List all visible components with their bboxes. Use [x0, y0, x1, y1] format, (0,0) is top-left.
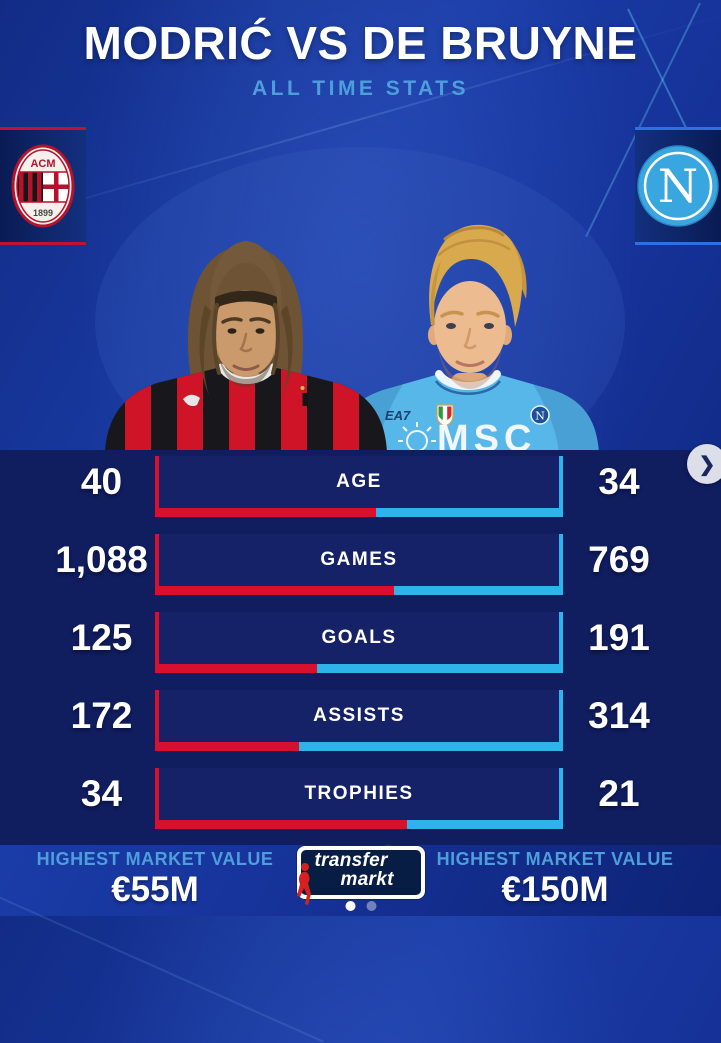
stat-center: TROPHIES — [155, 768, 563, 829]
stat-center: GOALS — [155, 612, 563, 673]
kit-brand-text: EA7 — [385, 408, 411, 423]
stat-value-left: 125 — [70, 617, 133, 658]
stat-center: ASSISTS — [155, 690, 563, 751]
stat-label-box: AGE — [155, 456, 563, 508]
transfermarkt-logo-text: transfer markt — [300, 850, 421, 895]
carousel-dot-1[interactable] — [345, 901, 355, 911]
transfermarkt-logo: transfer markt — [296, 846, 425, 905]
stat-row-age: 40 AGE 34 — [0, 456, 721, 517]
stat-label-box: GAMES — [155, 534, 563, 586]
stat-center: AGE — [155, 456, 563, 517]
transfermarkt-line2: markt — [340, 868, 394, 890]
stat-label: ASSISTS — [313, 705, 405, 726]
carousel-dot-2[interactable] — [366, 901, 376, 911]
stat-label-box: GOALS — [155, 612, 563, 664]
svg-text:N: N — [535, 410, 545, 423]
milan-club-panel: ACM 1899 — [0, 127, 86, 245]
stat-bar-right-segment — [299, 742, 563, 751]
stat-bar-right-segment — [316, 664, 563, 673]
stats-section: 40 AGE 34 1,088 GAMES 769 125 GOALS 191 172 ASSIST… — [0, 450, 721, 845]
milan-kit-badge-icon — [297, 386, 308, 406]
stat-bar-right-segment — [394, 586, 563, 595]
stat-value-right: 21 — [598, 773, 640, 814]
players-photo: EA7 N MSC — [95, 147, 625, 452]
napoli-badge-icon: N — [637, 145, 719, 227]
napoli-club-panel: N — [635, 127, 721, 245]
header: MODRIĆ VS DE BRUYNE ALL TIME STATS — [0, 16, 721, 101]
milan-badge-acronym: ACM — [30, 158, 55, 170]
stat-bar-right-segment — [375, 508, 563, 517]
stat-value-left: 34 — [80, 773, 123, 814]
stat-row-goals: 125 GOALS 191 — [0, 612, 721, 673]
puma-logo-icon — [183, 394, 200, 407]
page-title: MODRIĆ VS DE BRUYNE — [83, 17, 638, 69]
carousel-dots — [345, 901, 376, 911]
stat-label-box: ASSISTS — [155, 690, 563, 742]
stat-bar — [155, 664, 563, 673]
stat-row-assists: 172 ASSISTS 314 — [0, 690, 721, 751]
stat-value-right: 769 — [588, 539, 650, 580]
stat-bar — [155, 820, 563, 829]
napoli-kit-badge-icon: N — [530, 405, 550, 425]
stat-value-left: 40 — [80, 461, 123, 502]
stat-row-trophies: 34 TROPHIES 21 — [0, 768, 721, 829]
stat-label: AGE — [336, 471, 382, 492]
stat-value-right: 34 — [598, 461, 640, 502]
market-value-label-right: HIGHEST MARKET VALUE — [436, 849, 674, 869]
stat-bar-left-segment — [155, 508, 376, 517]
footer: HIGHEST MARKET VALUE €55M HIGHEST MARKET… — [0, 845, 721, 916]
transfermarkt-player-icon — [296, 863, 311, 905]
stat-value-right: 314 — [588, 695, 650, 736]
kit-sponsor-text: MSC — [437, 418, 536, 452]
market-value-right: HIGHEST MARKET VALUE €150M — [400, 849, 710, 910]
stat-bar-right-segment — [407, 820, 563, 829]
market-value-label-left: HIGHEST MARKET VALUE — [36, 849, 274, 869]
scudetto-badge-icon — [436, 404, 454, 427]
stat-bar — [155, 508, 563, 517]
stat-label-box: TROPHIES — [155, 768, 563, 820]
stat-row-games: 1,088 GAMES 769 — [0, 534, 721, 595]
milan-badge-year: 1899 — [33, 208, 53, 218]
page-subtitle: ALL TIME STATS — [252, 77, 469, 100]
next-arrow-button[interactable]: ❯ — [687, 444, 721, 484]
stat-label: TROPHIES — [304, 783, 414, 804]
stat-bar-left-segment — [155, 820, 408, 829]
stat-label: GOALS — [321, 627, 397, 648]
stat-value-left: 172 — [70, 695, 133, 736]
stat-bar-left-segment — [155, 664, 317, 673]
market-value-amount-left: €55M — [111, 870, 199, 909]
stat-value-right: 191 — [588, 617, 650, 658]
market-value-amount-right: €150M — [501, 870, 609, 909]
stat-label: GAMES — [320, 549, 398, 570]
stat-bar — [155, 742, 563, 751]
transfermarkt-line1: transfer — [314, 850, 388, 871]
milan-badge-icon: ACM 1899 — [11, 144, 75, 228]
modric-figure — [105, 241, 387, 452]
market-value-left: HIGHEST MARKET VALUE €55M — [0, 849, 310, 910]
chevron-right-icon: ❯ — [698, 453, 716, 476]
stat-bar-left-segment — [155, 742, 300, 751]
napoli-badge-letter: N — [658, 159, 698, 213]
stat-bar-left-segment — [155, 586, 395, 595]
stat-center: GAMES — [155, 534, 563, 595]
stat-value-left: 1,088 — [55, 539, 148, 580]
stat-bar — [155, 586, 563, 595]
